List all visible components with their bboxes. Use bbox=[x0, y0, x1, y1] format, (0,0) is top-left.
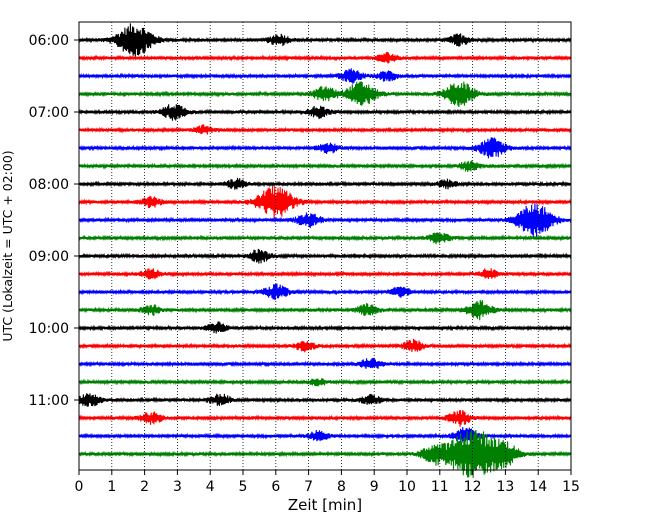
y-axis-label: UTC (Lokalzeit = UTC + 02:00) bbox=[0, 150, 15, 341]
trace-0830 bbox=[78, 203, 572, 237]
trace-1045 bbox=[78, 378, 572, 387]
x-tick-label: 1 bbox=[107, 479, 116, 495]
y-axis: 06:00 07:00 08:00 09:00 10:00 11:00 bbox=[29, 33, 79, 409]
plot-frame bbox=[78, 21, 572, 471]
trace-0815 bbox=[78, 185, 572, 219]
x-axis: 0 1 2 3 4 5 6 7 8 9 10 11 12 13 14 15 bbox=[75, 470, 580, 495]
x-tick-label: 5 bbox=[239, 479, 248, 495]
trace-0915 bbox=[78, 268, 572, 280]
trace-1100 bbox=[78, 393, 572, 407]
trace-0900 bbox=[78, 248, 572, 264]
trace-1145 bbox=[78, 429, 572, 478]
trace-0930 bbox=[78, 283, 572, 300]
trace-0800 bbox=[78, 177, 572, 190]
x-tick-label: 8 bbox=[337, 479, 346, 495]
x-tick-label: 0 bbox=[75, 479, 84, 495]
y-tick-label: 10:00 bbox=[29, 321, 69, 337]
trace-1000 bbox=[78, 321, 572, 334]
trace-1130 bbox=[78, 427, 572, 445]
y-tick-label: 11:00 bbox=[29, 393, 69, 409]
x-axis-label: Zeit [min] bbox=[288, 496, 362, 514]
trace-0745 bbox=[78, 160, 572, 172]
trace-0600 bbox=[78, 23, 572, 57]
trace-0845 bbox=[78, 232, 572, 245]
x-tick-label: 13 bbox=[496, 479, 514, 495]
trace-1015 bbox=[78, 338, 572, 353]
trace-0715 bbox=[78, 124, 572, 135]
trace-0645 bbox=[78, 81, 572, 108]
x-tick-label: 4 bbox=[206, 479, 215, 495]
trace-0730 bbox=[78, 137, 572, 159]
trace-0700 bbox=[78, 104, 572, 121]
x-tick-label: 10 bbox=[398, 479, 416, 495]
x-tick-label: 12 bbox=[464, 479, 482, 495]
trace-0615 bbox=[78, 51, 572, 64]
x-tick-label: 6 bbox=[271, 479, 280, 495]
x-tick-label: 7 bbox=[304, 479, 313, 495]
trace-1115 bbox=[78, 410, 572, 427]
x-tick-label: 11 bbox=[431, 479, 449, 495]
trace-0630 bbox=[78, 68, 572, 84]
trace-0945 bbox=[78, 299, 572, 321]
x-tick-label: 3 bbox=[173, 479, 182, 495]
y-tick-label: 09:00 bbox=[29, 249, 69, 265]
y-tick-label: 06:00 bbox=[29, 33, 69, 49]
x-tick-label: 15 bbox=[562, 479, 580, 495]
x-tick-label: 9 bbox=[370, 479, 379, 495]
trace-1030 bbox=[78, 357, 572, 369]
x-tick-label: 14 bbox=[529, 479, 547, 495]
x-tick-label: 2 bbox=[140, 479, 149, 495]
y-tick-label: 08:00 bbox=[29, 177, 69, 193]
traces-layer bbox=[78, 23, 572, 478]
y-tick-label: 07:00 bbox=[29, 105, 69, 121]
